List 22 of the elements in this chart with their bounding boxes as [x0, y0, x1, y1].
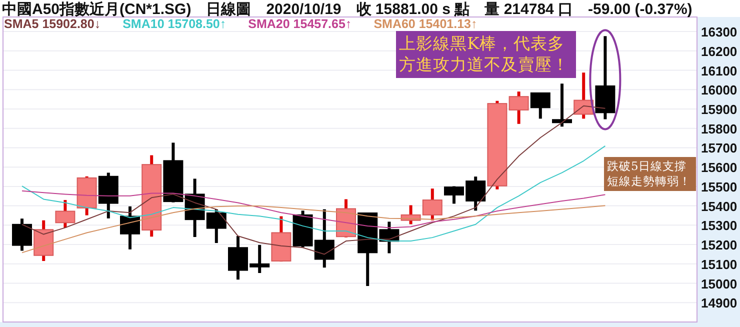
text: SMA5 15902.80↓ [4, 17, 101, 31]
y-tick-label: 16200 [701, 44, 738, 59]
y-tick-label: 16100 [701, 63, 738, 78]
y-tick-label: 15600 [701, 160, 738, 176]
y-tick-label: 15300 [701, 218, 738, 234]
y-tick-label: 16300 [701, 24, 738, 40]
text: SMA60 15401.13↑ [374, 17, 478, 31]
y-tick-label: 15200 [701, 238, 738, 253]
y-tick-label: 15400 [701, 198, 738, 214]
annotation: 跌破5日線支撐短線走勢轉弱！ [604, 157, 696, 191]
text: SMA20 15457.65↑ [248, 17, 352, 31]
y-tick-label: 16000 [701, 82, 738, 98]
chart-title: 中國A50指數近月(CN*1.SG) 日線圖 2020/10/19 收 15881.00 s 點 量 214784 口 -59.00 (-0.37%) [2, 1, 692, 18]
y-tick-label: 14900 [701, 296, 738, 311]
y-tick-label: 15100 [701, 256, 738, 272]
annotation: 上影線黑K棒，代表多方進攻力道不及賣壓！ [396, 31, 576, 78]
y-tick-label: 15700 [701, 140, 738, 156]
y-tick-label: 15000 [701, 276, 738, 292]
y-tick-label: 15900 [701, 102, 738, 117]
text: SMA10 15708.50↑ [122, 17, 226, 31]
y-tick-label: 15500 [701, 179, 738, 194]
y-tick-label: 15800 [701, 121, 738, 136]
